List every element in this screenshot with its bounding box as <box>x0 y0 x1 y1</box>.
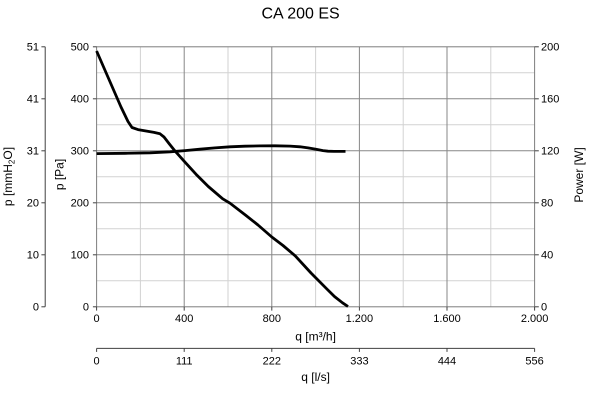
svg-text:500: 500 <box>71 42 89 54</box>
svg-text:400: 400 <box>71 94 89 106</box>
svg-text:1.200: 1.200 <box>346 313 374 325</box>
svg-text:333: 333 <box>350 355 368 367</box>
svg-text:222: 222 <box>263 355 281 367</box>
svg-text:q [l/s]: q [l/s] <box>301 370 330 384</box>
svg-text:200: 200 <box>541 42 559 54</box>
svg-text:20: 20 <box>27 198 39 210</box>
svg-text:444: 444 <box>438 355 456 367</box>
svg-text:31: 31 <box>27 146 39 158</box>
svg-text:400: 400 <box>175 313 193 325</box>
svg-text:200: 200 <box>71 198 89 210</box>
svg-text:100: 100 <box>71 250 89 262</box>
svg-text:300: 300 <box>71 146 89 158</box>
svg-text:160: 160 <box>541 94 559 106</box>
svg-text:0: 0 <box>83 302 89 314</box>
svg-text:10: 10 <box>27 250 39 262</box>
svg-text:0: 0 <box>541 302 547 314</box>
svg-text:120: 120 <box>541 146 559 158</box>
svg-text:80: 80 <box>541 198 553 210</box>
svg-text:Power [W]: Power [W] <box>572 147 586 202</box>
svg-text:CA 200 ES: CA 200 ES <box>261 5 339 22</box>
svg-text:800: 800 <box>263 313 281 325</box>
svg-text:556: 556 <box>525 355 543 367</box>
svg-text:111: 111 <box>176 355 193 367</box>
svg-text:40: 40 <box>541 250 553 262</box>
svg-text:51: 51 <box>27 42 39 54</box>
svg-text:p [Pa]: p [Pa] <box>52 159 66 190</box>
svg-text:1.600: 1.600 <box>433 313 461 325</box>
svg-text:0: 0 <box>94 313 100 325</box>
svg-text:0: 0 <box>94 355 100 367</box>
svg-text:p [mmH2O]: p [mmH2O] <box>1 147 16 206</box>
svg-text:2.000: 2.000 <box>521 313 549 325</box>
svg-text:q [m³/h]: q [m³/h] <box>295 329 336 343</box>
svg-text:41: 41 <box>27 94 39 106</box>
svg-text:0: 0 <box>33 302 39 314</box>
